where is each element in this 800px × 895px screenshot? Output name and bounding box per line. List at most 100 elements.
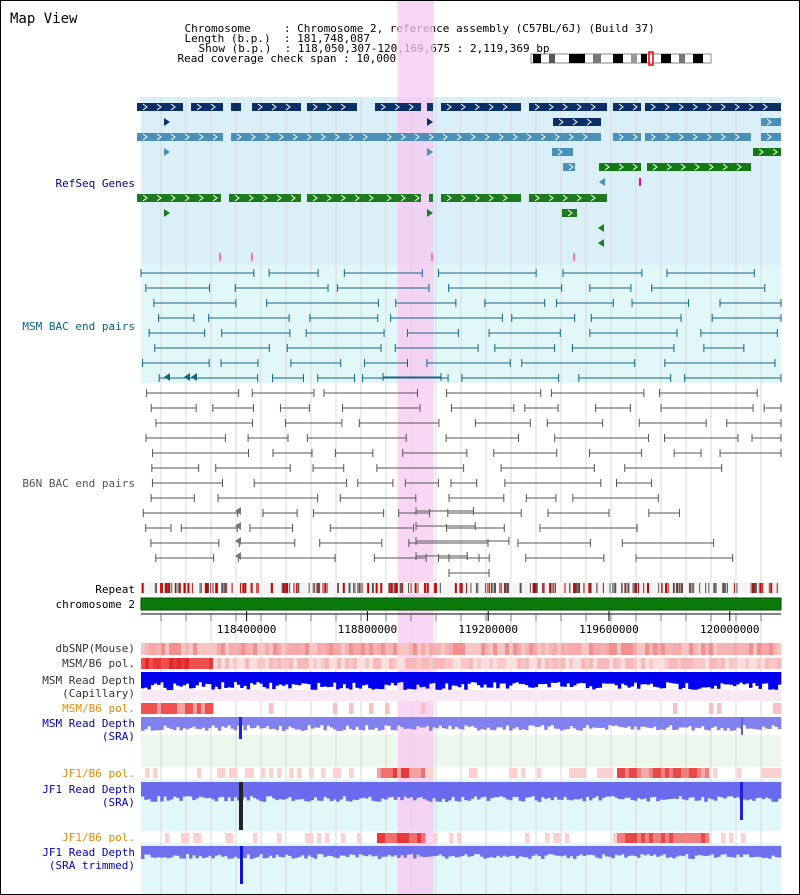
msm-b6-pol2-cell	[145, 703, 150, 714]
msm-b6-pol-cell	[393, 658, 398, 669]
msm-capillary-depth-bar	[643, 672, 647, 685]
msm-b6-pol-cell	[681, 658, 686, 669]
gene-arrow	[664, 103, 670, 111]
repeat-element	[726, 583, 728, 593]
repeat-element	[297, 583, 300, 593]
gene-arrow	[618, 163, 624, 171]
label-msm-depth-sra: MSM Read Depth (SRA)	[42, 717, 135, 743]
msm-sra-depth-bar	[310, 717, 315, 729]
jf1-sra-depth-bar	[637, 782, 641, 799]
dbsnp-cell	[233, 643, 238, 655]
msm-capillary-depth-bar	[592, 672, 596, 690]
gene-arrow	[772, 148, 778, 156]
jf1-b6-pol2-cell	[613, 833, 618, 843]
ideogram-band	[661, 54, 671, 63]
msm-capillary-depth-bar	[576, 672, 580, 684]
jf1-trimmed-depth-bar	[582, 846, 587, 857]
dbsnp-cell	[541, 643, 546, 655]
jf1-sra-depth-bar	[205, 782, 209, 799]
msm-b6-pol-cell	[453, 658, 458, 669]
jf1-sra-depth-bar	[214, 782, 219, 802]
msm-sra-depth-bar	[665, 717, 670, 728]
jf1-trimmed-depth-bar	[419, 846, 423, 857]
refseq-gene-row6	[429, 194, 433, 202]
gene-arrow	[271, 103, 277, 111]
jf1-trimmed-depth-bar	[563, 846, 567, 856]
msm-capillary-depth-bar	[563, 672, 567, 687]
jf1-trimmed-depth-bar	[157, 846, 161, 858]
dbsnp-cell	[465, 643, 470, 655]
repeat-element	[160, 583, 162, 593]
msm-sra-depth-bar	[752, 717, 756, 729]
jf1-trimmed-depth-bar	[480, 846, 484, 857]
jf1-trimmed-depth-bar	[387, 846, 391, 855]
gene-arrow	[722, 163, 728, 171]
gene-arrow	[534, 103, 540, 111]
msm-capillary-depth-bar	[739, 672, 743, 683]
repeat-element	[375, 583, 378, 593]
msm-capillary-depth-bar	[160, 672, 164, 683]
gene-marker	[191, 373, 197, 381]
msm-capillary-depth-bar	[352, 672, 356, 683]
msm-sra-depth-bar	[457, 717, 462, 729]
repeat-element	[314, 583, 316, 593]
jf1-b6-pol-cell	[333, 768, 338, 778]
jf1-trimmed-depth-bar	[464, 846, 468, 855]
jf1-sra-depth-bar	[246, 782, 251, 801]
repeat-element	[459, 583, 461, 593]
msm-sra-depth-bar	[390, 717, 395, 731]
dbsnp-cell	[629, 643, 634, 655]
msm-sra-depth-bar	[141, 717, 145, 731]
repeat-element	[399, 583, 401, 593]
gene-arrow	[766, 118, 772, 126]
repeat-element	[588, 583, 590, 593]
jf1-sra-depth-bar	[249, 782, 254, 797]
msm-capillary-depth-bar	[557, 672, 561, 683]
jf1-sra-depth-bar	[208, 782, 212, 798]
jf1-trimmed-depth-bar	[665, 846, 670, 858]
dbsnp-cell	[721, 643, 726, 655]
msm-capillary-depth-bar	[361, 672, 366, 686]
dbsnp-cell	[245, 643, 250, 655]
repeat-element	[569, 583, 571, 593]
dbsnp-cell	[205, 643, 210, 655]
jf1-sra-depth-bar	[694, 782, 699, 801]
jf1-sra-depth-bar	[547, 782, 551, 798]
msm-capillary-depth-bar	[333, 672, 337, 683]
msm-capillary-depth-bar	[678, 672, 683, 690]
jf1-b6-pol2-cell	[693, 833, 698, 843]
dbsnp-cell	[201, 643, 206, 655]
gene-arrow	[276, 194, 282, 202]
jf1-trimmed-depth-bar	[662, 846, 667, 855]
repeat-element	[242, 583, 244, 593]
msm-sra-depth-bar	[147, 717, 151, 727]
dbsnp-cell	[745, 643, 750, 655]
msm-capillary-depth-bar	[560, 672, 564, 687]
dbsnp-cell	[353, 643, 358, 655]
jf1-trimmed-depth-bar	[160, 846, 164, 858]
repeat-element	[395, 583, 397, 593]
msm-sra-depth-bar	[381, 717, 385, 730]
jf1-trimmed-depth-bar	[557, 846, 561, 856]
msm-capillary-depth-bar	[153, 672, 158, 684]
jf1-trimmed-depth-bar	[224, 846, 228, 857]
dbsnp-cell	[365, 643, 370, 655]
gene-arrow	[567, 209, 573, 217]
repeat-element	[637, 583, 639, 593]
msm-b6-pol2-cell	[205, 703, 210, 714]
jf1-sra-depth-bar	[509, 782, 513, 801]
msm-sra-depth-bar	[285, 717, 289, 730]
msm-capillary-depth-bar	[224, 672, 228, 688]
jf1-sra-depth-bar	[275, 782, 279, 801]
msm-b6-pol-cell	[753, 658, 758, 669]
repeat-element	[529, 583, 531, 593]
msm-capillary-depth-bar	[646, 672, 651, 685]
repeat-element	[578, 583, 580, 593]
msm-sra-depth-bar	[729, 717, 734, 731]
msm-sra-depth-bar	[192, 717, 196, 727]
jf1-b6-pol-cell	[337, 768, 342, 778]
msm-capillary-depth-bar	[185, 672, 190, 684]
repeat-element	[322, 583, 324, 593]
